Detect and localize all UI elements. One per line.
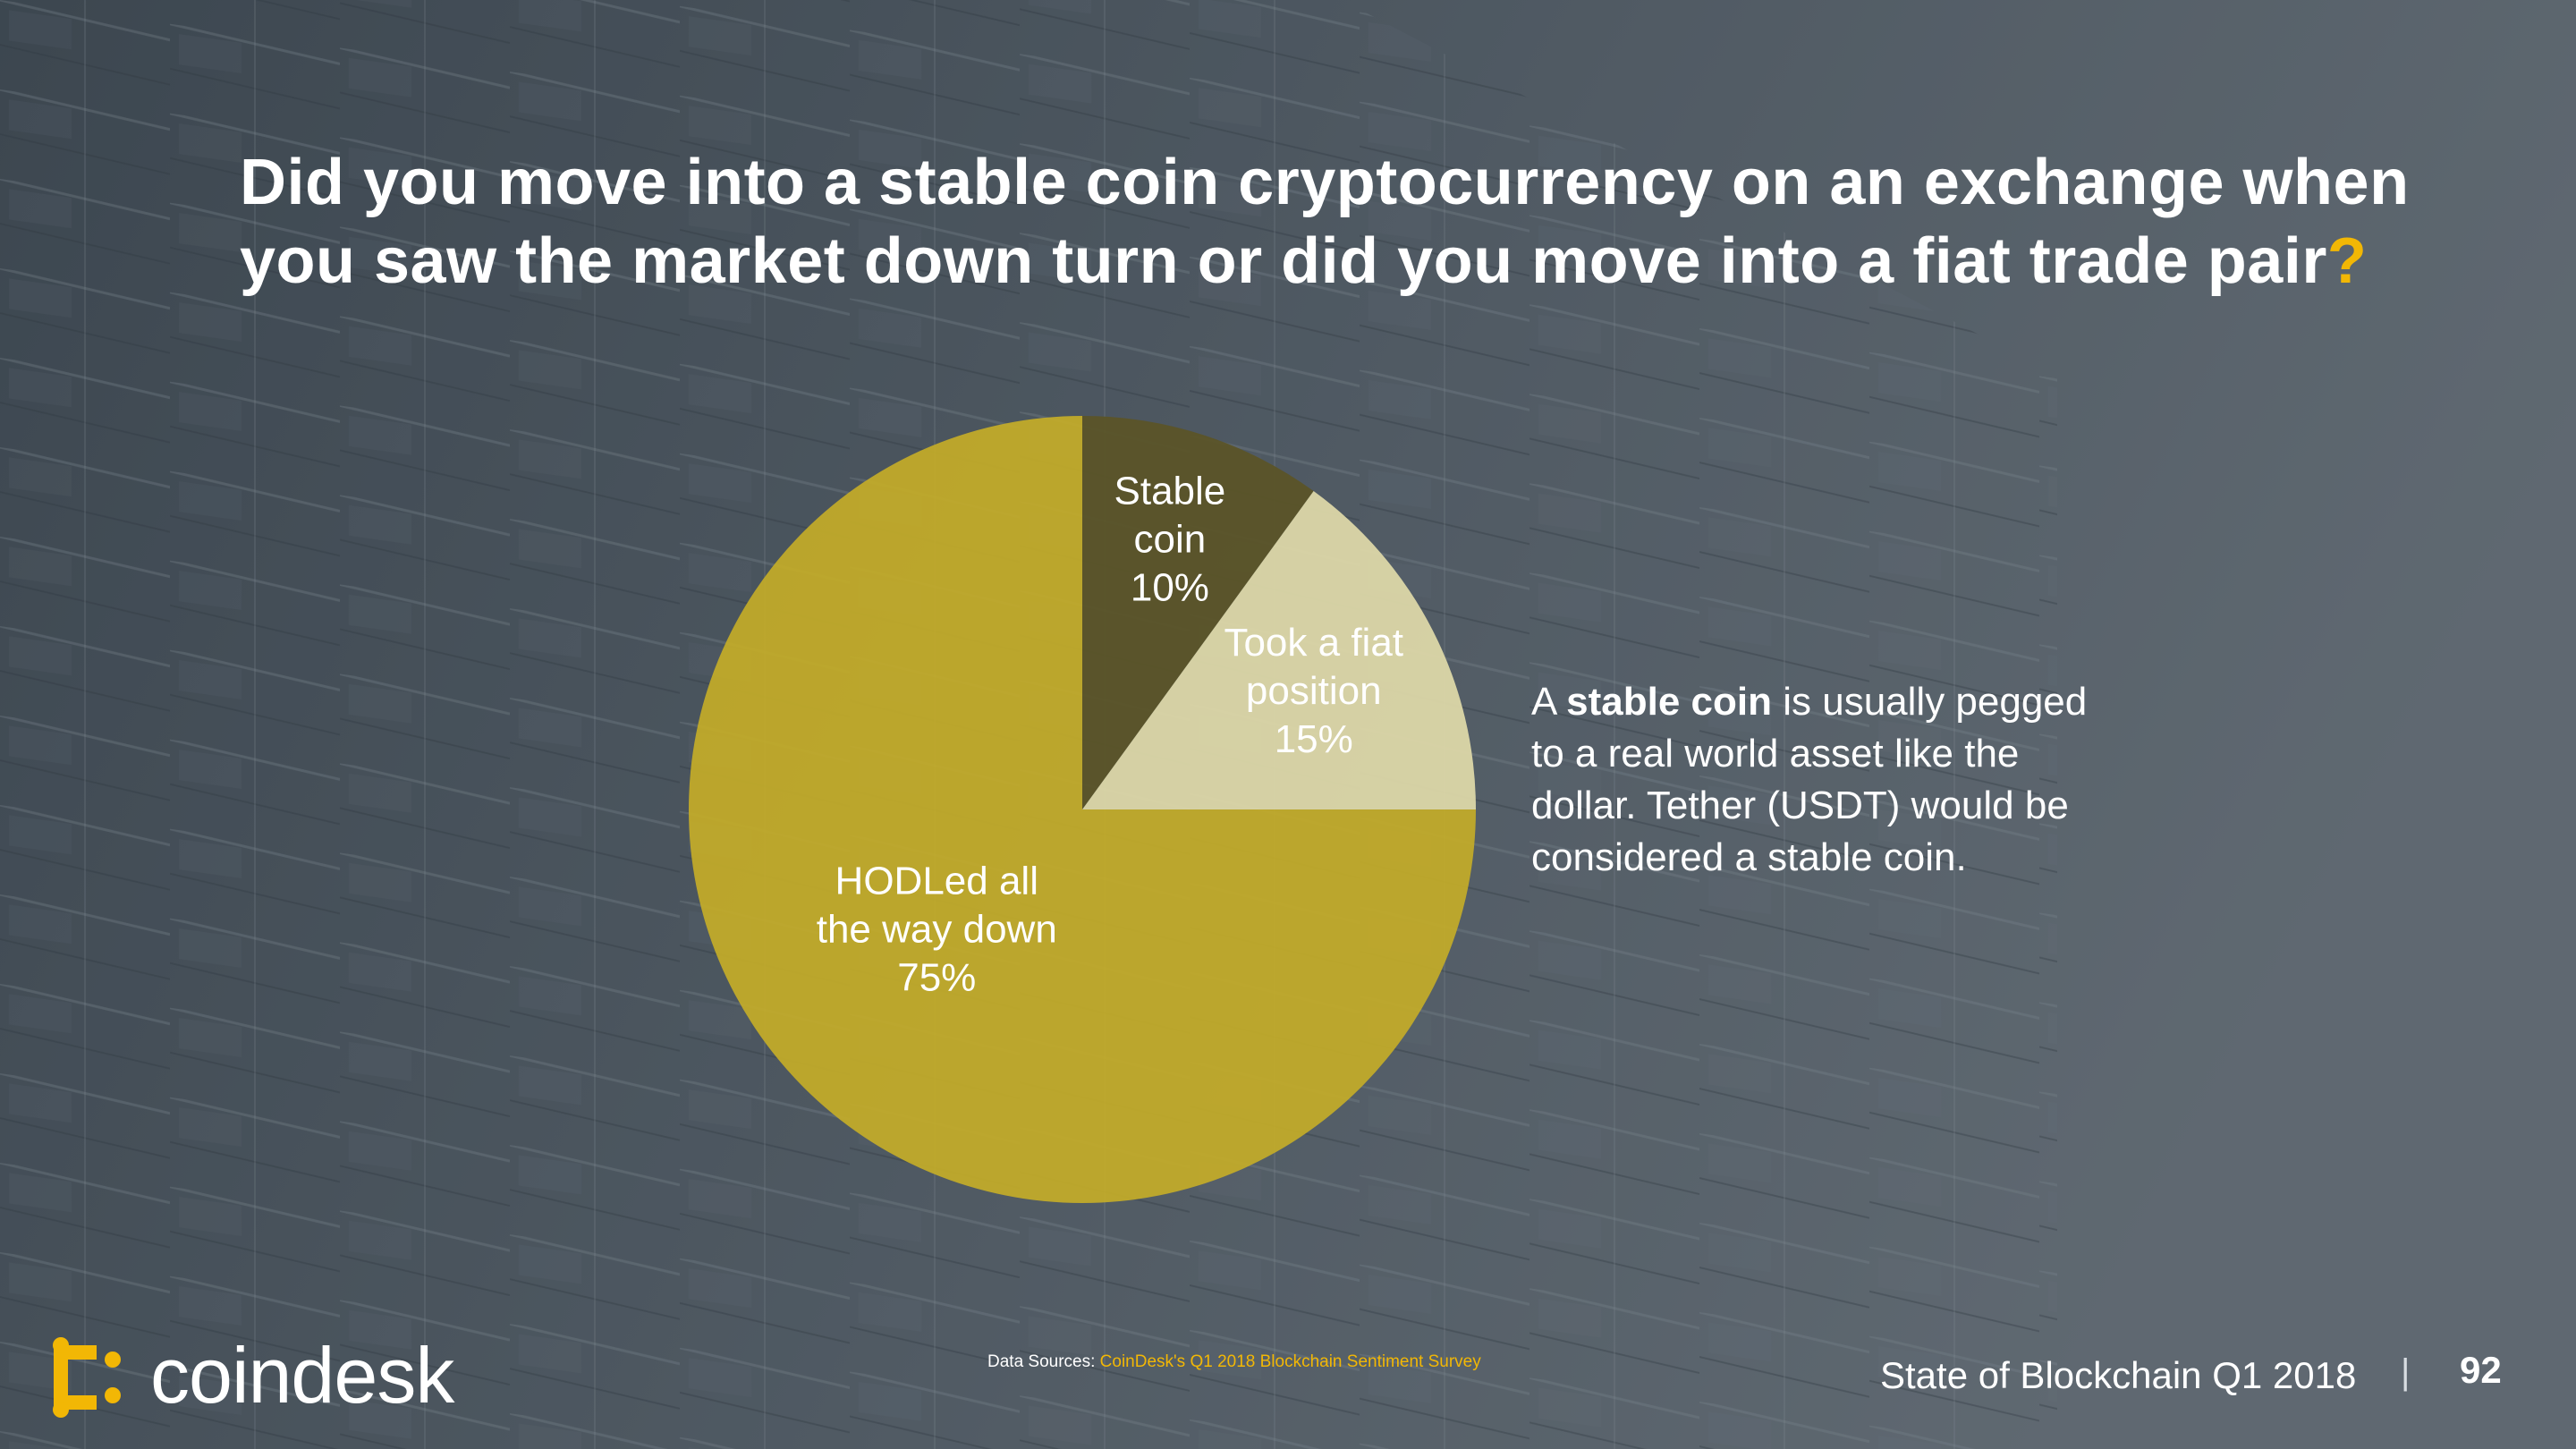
pie-label-value-2: 75% [897,956,976,1000]
pie-slice-0 [1082,416,1314,809]
pie-slice-2 [689,416,1476,1203]
pie-label-value-0: 10% [1131,566,1209,610]
pie-label-line-2-1: the way down [817,908,1057,952]
pie-label-line-0-0: Stable [1114,470,1226,513]
data-sources: Data Sources: CoinDesk's Q1 2018 Blockch… [987,1352,1481,1372]
pie-label-line-2-0: HODLed all [835,860,1038,903]
footer-separator: | [2401,1352,2411,1392]
footer-report-title: State of Blockchain Q1 2018 [1880,1354,2357,1396]
pie-label-1: Took a fiat position 15% [1224,621,1403,761]
pie-chart: Stable coin 10% Took a fiat position 15% HODLe… [689,416,1476,1203]
page-number: 92 [2460,1349,2502,1391]
slide-title-text: Did you move into a stable coin cryptocu… [240,147,2410,297]
data-sources-link[interactable]: CoinDesk's Q1 2018 Blockchain Sentiment … [1099,1352,1481,1371]
data-sources-label: Data Sources: [987,1352,1100,1371]
pie-label-0: Stable coin 10% [1114,470,1226,610]
note-suffix: is usually pegged to a real world asset … [1531,680,2088,879]
pie-label-2: HODLed all the way down 75% [817,860,1057,1000]
note-prefix: A [1531,680,1567,724]
stable-coin-note: A stable coin is usually pegged to a rea… [1531,676,2104,884]
coindesk-logo-text: coindesk [150,1331,454,1419]
pie-label-line-1-1: position [1246,669,1382,713]
coindesk-logo: coindesk [45,1331,510,1420]
pie-label-line-0-1: coin [1134,518,1207,562]
pie-label-line-1-0: Took a fiat [1224,621,1403,665]
pie-label-value-1: 15% [1275,717,1353,761]
note-bold-term: stable coin [1566,680,1772,724]
coindesk-logo-icon [53,1337,121,1418]
title-question-mark: ? [2326,225,2368,297]
pie-slice-1 [1082,491,1476,809]
slide-title: Did you move into a stable coin cryptocu… [240,143,2458,301]
